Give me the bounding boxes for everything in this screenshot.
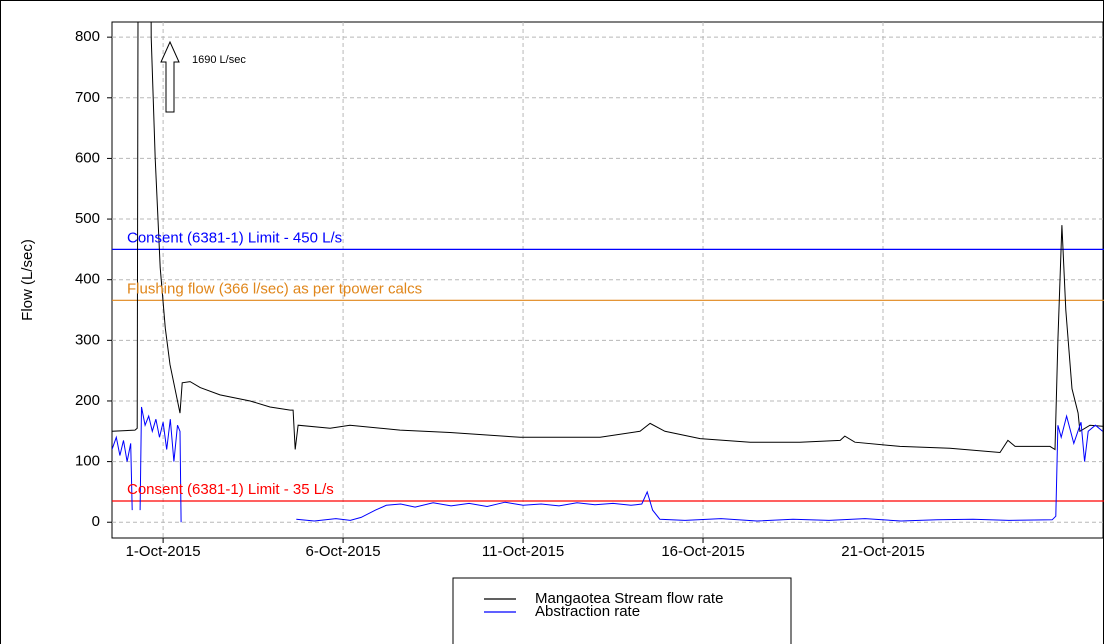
y-tick-label: 500 [75,210,100,227]
legend-box [452,577,792,644]
plot-area [111,21,1104,539]
y-tick-label: 600 [75,149,100,166]
y-tick-label: 400 [75,271,100,288]
y-tick-label: 800 [75,28,100,45]
annotation: 1690 L/sec [192,54,246,66]
x-tick-label: 6-Oct-2015 [306,543,381,560]
grid [112,22,1104,538]
x-tick-label: 1-Oct-2015 [126,543,201,560]
series-line [112,22,1104,454]
y-axis-label: Flow (L/sec) [19,239,36,321]
legend-label: Abstraction rate [535,603,640,620]
reference-label: Flushing flow (366 l/sec) as per tpower … [127,280,422,297]
arrow [160,40,180,113]
y-tick-label: 200 [75,392,100,409]
y-tick-label: 300 [75,331,100,348]
y-tick-label: 100 [75,453,100,470]
x-tick-label: 11-Oct-2015 [482,543,564,560]
x-tick-label: 16-Oct-2015 [661,543,744,560]
y-tick-label: 700 [75,89,100,106]
legend-label: Mangaotea Stream flow rate [535,590,723,607]
series-line [112,406,1103,523]
y-tick-label: 0 [92,513,100,530]
reference-label: Consent (6381-1) Limit - 35 L/s [127,481,334,498]
reference-label: Consent (6381-1) Limit - 450 L/s [127,229,342,246]
x-tick-label: 21-Oct-2015 [841,543,924,560]
plot [112,22,1104,523]
